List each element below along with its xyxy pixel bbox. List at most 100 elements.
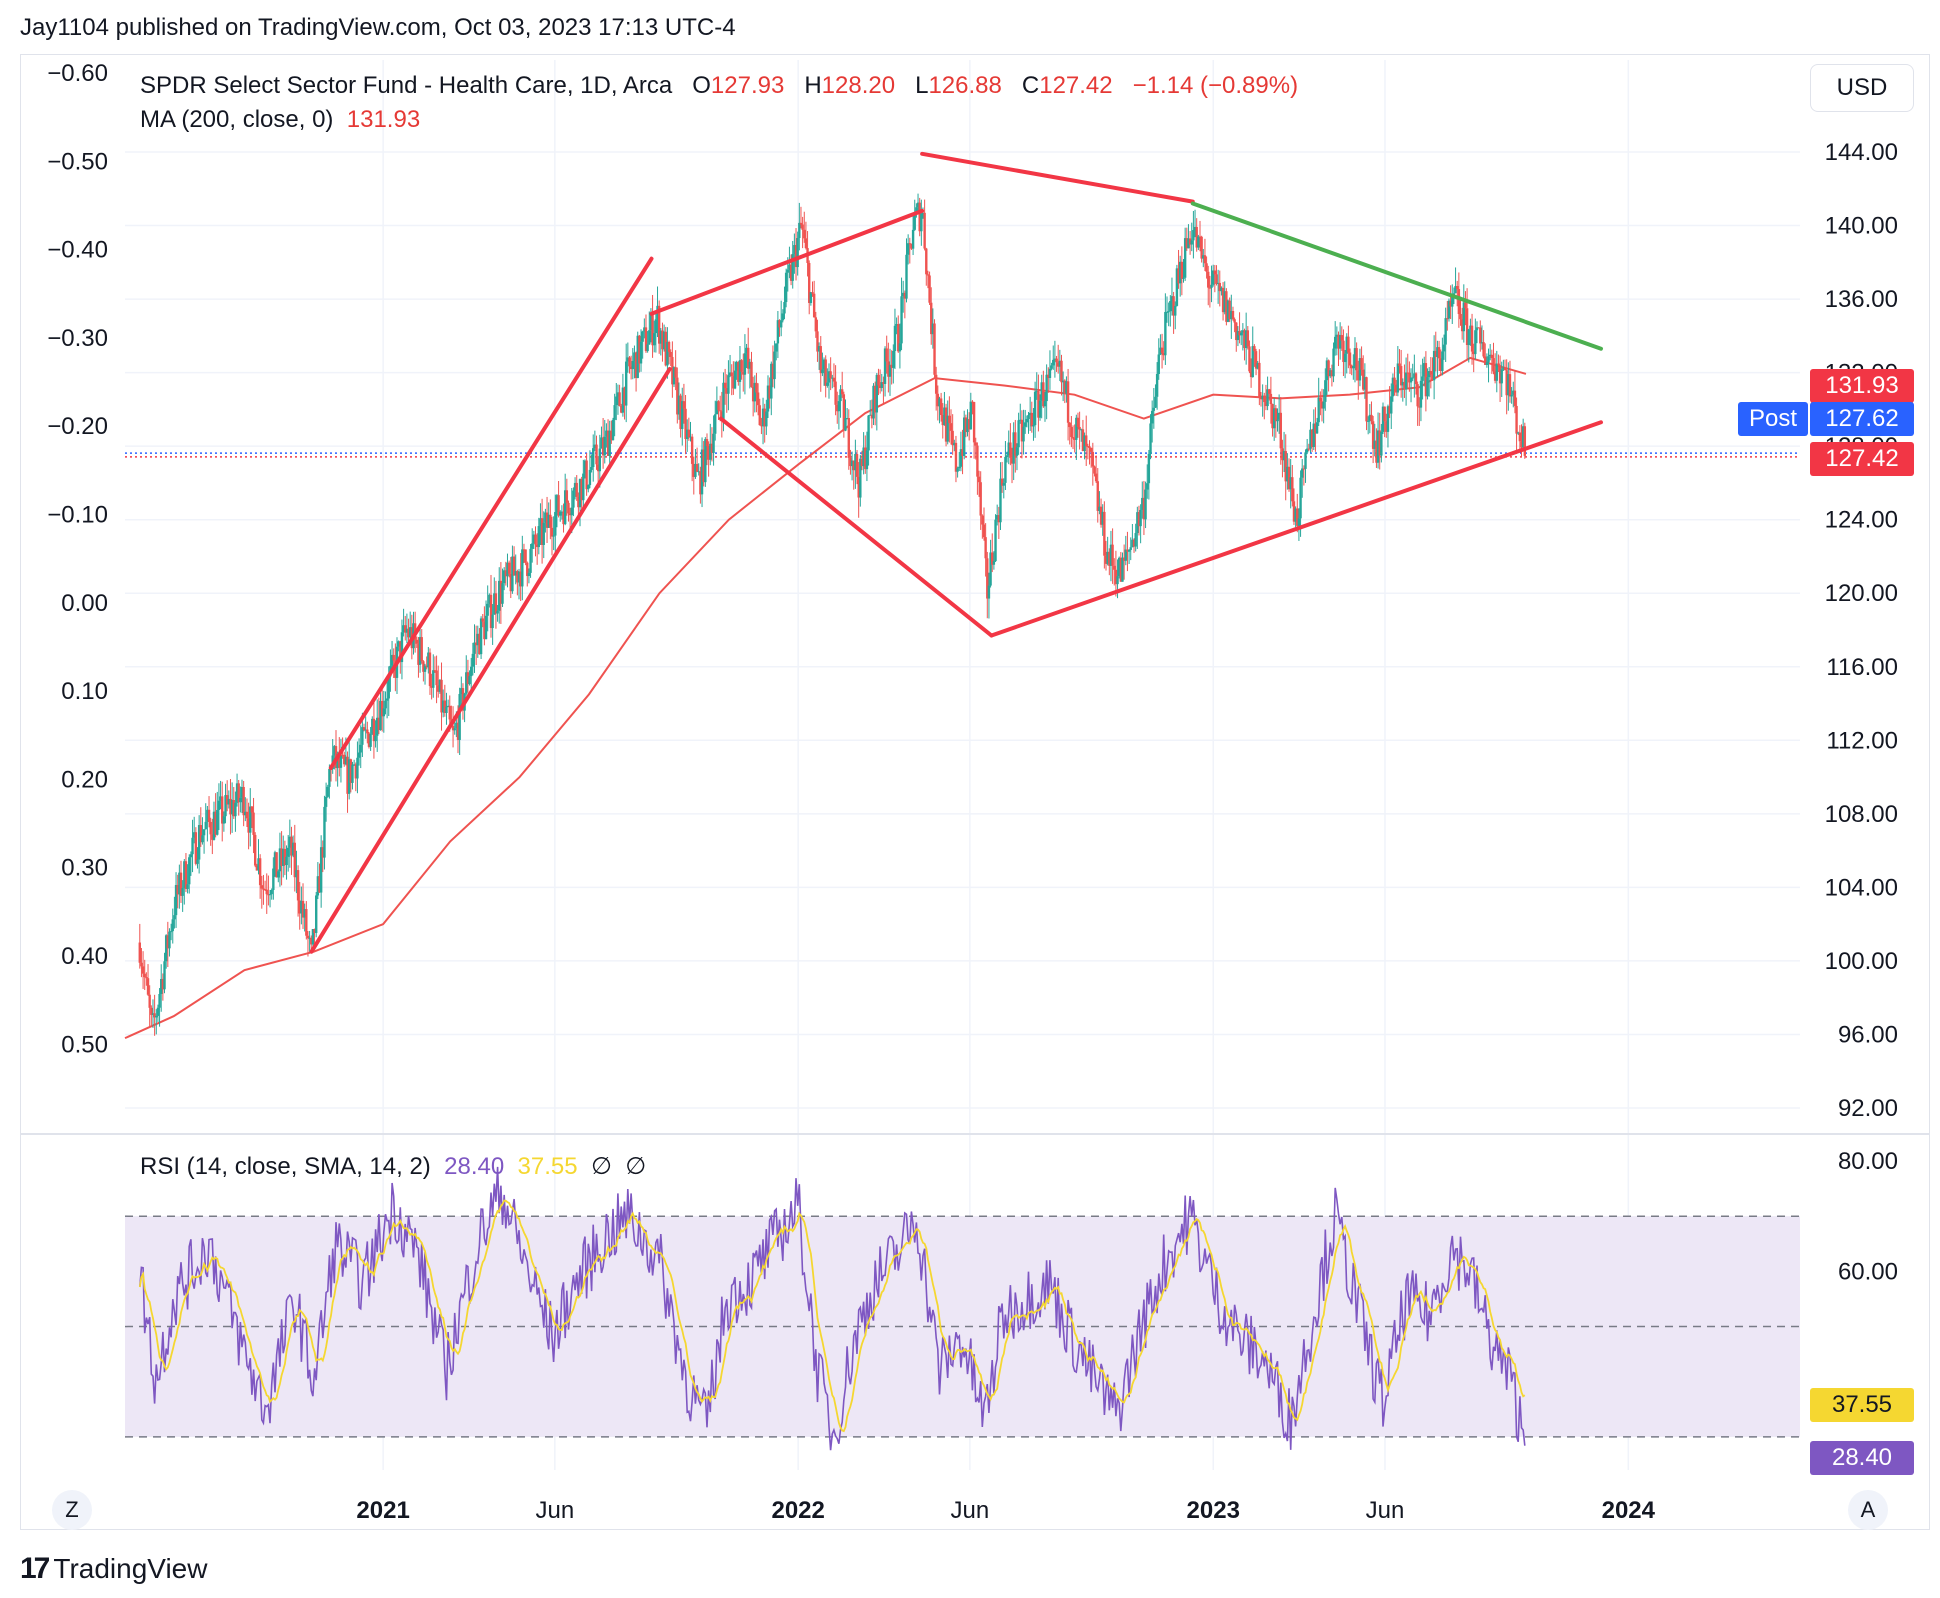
candle-body: [981, 515, 984, 525]
candle-body: [1231, 310, 1235, 320]
candle-body: [141, 966, 145, 974]
candle-body: [1243, 330, 1246, 349]
candle-body: [549, 514, 552, 528]
candle-body: [364, 729, 367, 731]
candle-body: [1399, 366, 1403, 386]
tradingview-logo[interactable]: 17 TradingView: [20, 1552, 207, 1586]
candle-body: [577, 496, 580, 508]
candle-body: [1338, 335, 1342, 349]
candle-body: [417, 643, 420, 665]
candle-body: [702, 449, 705, 483]
candle-body: [166, 935, 170, 949]
candle-body: [1474, 330, 1477, 355]
candle-body: [857, 476, 860, 498]
candle-body: [771, 363, 775, 380]
candle-body: [1475, 327, 1479, 331]
candle-body: [321, 847, 325, 858]
candle-body: [1454, 286, 1457, 294]
candle-body: [1005, 455, 1009, 457]
candle-body: [502, 570, 506, 584]
candle-body: [440, 679, 443, 713]
candle-body: [158, 994, 161, 1008]
left-tick-label: 0.20: [61, 766, 108, 793]
candle-body: [882, 382, 885, 384]
candle-body: [484, 615, 488, 640]
candle-body: [1236, 331, 1240, 341]
candle-body: [999, 478, 1002, 523]
auto-scale-button[interactable]: A: [1848, 1490, 1888, 1530]
candle-body: [1355, 348, 1358, 371]
candle-body: [572, 490, 575, 508]
candle-body: [273, 852, 277, 869]
candle-body: [1185, 238, 1188, 249]
candle-body: [905, 254, 908, 299]
candle-body: [1159, 347, 1162, 355]
candle-body: [661, 330, 664, 350]
candle-body: [781, 313, 785, 321]
candle-body: [629, 366, 633, 370]
candle-body: [282, 848, 285, 866]
candle-body: [1205, 263, 1208, 272]
candle-body: [1004, 456, 1007, 483]
candle-body: [387, 676, 390, 699]
candle-body: [986, 558, 989, 599]
candle-body: [506, 562, 509, 577]
candle-body: [989, 552, 992, 586]
candle-body: [748, 361, 752, 369]
candle-body: [646, 344, 649, 352]
price-tick-label: 104.00: [1825, 874, 1898, 901]
candle-body: [1307, 448, 1311, 450]
candle-body: [291, 842, 295, 856]
zoom-button[interactable]: Z: [52, 1490, 92, 1530]
candle-body: [585, 460, 588, 490]
candle-body: [1521, 426, 1525, 448]
candle-body: [199, 825, 202, 843]
candle-body: [1324, 380, 1327, 402]
candle-body: [653, 333, 656, 346]
candle-body: [234, 802, 237, 817]
rsi-legend[interactable]: RSI (14, close, SMA, 14, 2) 28.40 37.55 …: [140, 1152, 646, 1181]
symbol-name[interactable]: SPDR Select Sector Fund - Health Care, 1…: [140, 72, 673, 99]
candle-body: [310, 937, 313, 945]
candle-body: [1126, 549, 1129, 552]
candle-body: [842, 394, 846, 431]
candle-body: [799, 222, 803, 225]
candle-body: [362, 727, 366, 731]
price-tick-label: 124.00: [1825, 507, 1898, 534]
time-tick-label: 2023: [1187, 1497, 1240, 1524]
candle-body: [743, 353, 747, 375]
candle-body: [380, 700, 384, 717]
currency-button[interactable]: USD: [1810, 64, 1914, 112]
candle-body: [873, 385, 877, 413]
candle-body: [448, 705, 451, 720]
candle-body: [445, 706, 448, 714]
candle-body: [138, 942, 141, 963]
candle-body: [465, 672, 468, 694]
red-trendline: [718, 416, 994, 638]
candle-body: [1411, 377, 1414, 379]
candle-body: [263, 889, 267, 891]
candle-body: [705, 439, 709, 446]
rsi-tick-label: 80.00: [1838, 1148, 1898, 1175]
candle-body: [885, 348, 888, 362]
candle-body: [941, 415, 944, 426]
candle-body: [1226, 300, 1230, 322]
ma-legend[interactable]: MA (200, close, 0) 131.93: [140, 106, 420, 134]
candle-body: [481, 618, 484, 622]
candle-body: [837, 401, 841, 412]
candle-body: [207, 809, 211, 822]
candle-body: [1230, 310, 1233, 320]
high-value: 128.20: [821, 72, 896, 99]
candle-body: [277, 871, 280, 878]
candle-body: [174, 885, 178, 916]
candle-body: [344, 756, 348, 765]
candle-body: [560, 511, 564, 513]
candle-body: [196, 859, 199, 864]
candle-body: [1071, 437, 1075, 439]
candle-body: [328, 768, 331, 787]
candle-body: [1365, 377, 1368, 422]
candle-body: [948, 415, 951, 424]
candle-body: [267, 894, 270, 896]
candle-body: [1404, 372, 1408, 390]
